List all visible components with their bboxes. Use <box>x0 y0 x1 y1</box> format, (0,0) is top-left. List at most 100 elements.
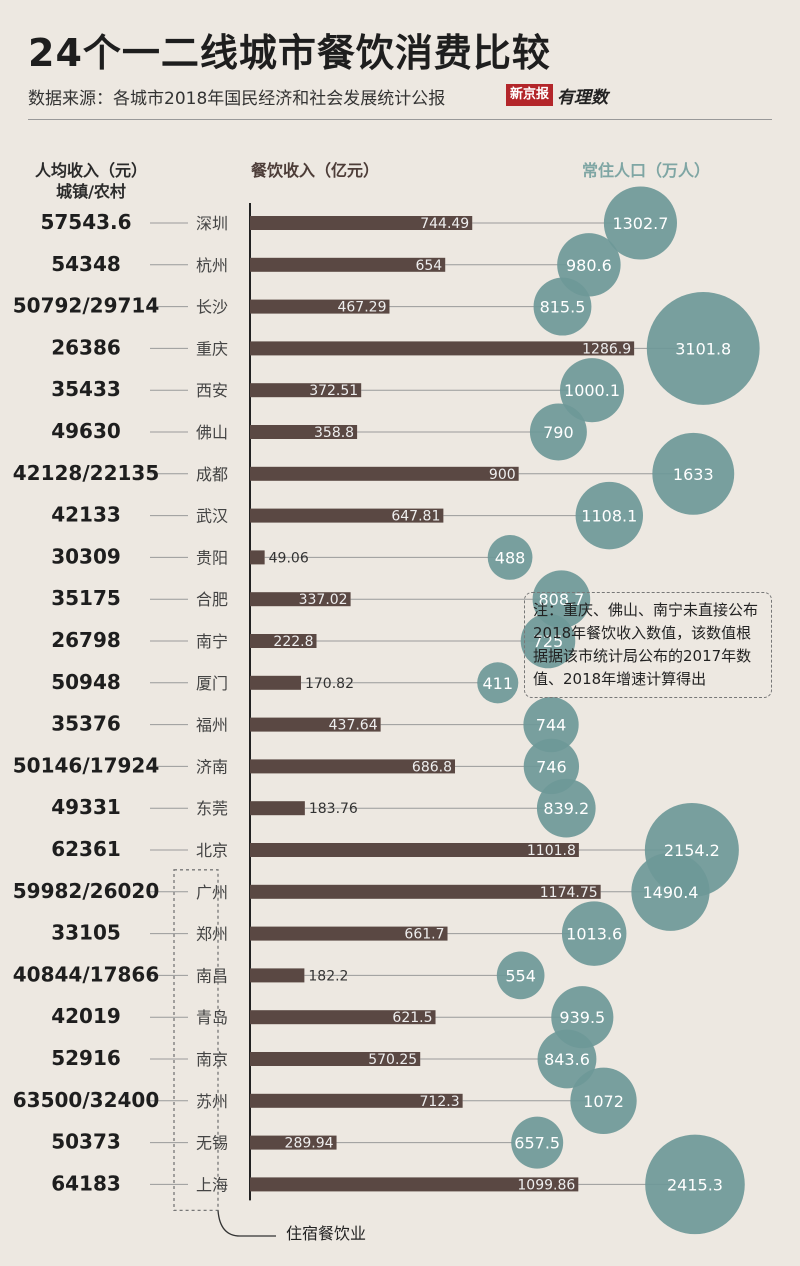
revenue-bar <box>250 425 358 439</box>
city-label: 深圳 <box>196 214 228 233</box>
revenue-bar <box>250 216 473 230</box>
income-label: 50792/29714 <box>13 294 159 318</box>
city-label: 南昌 <box>196 966 228 985</box>
population-value-label: 839.2 <box>543 799 589 818</box>
revenue-value-label: 686.8 <box>412 759 452 775</box>
population-bubble <box>477 662 519 704</box>
income-label: 26386 <box>51 335 121 359</box>
brand-column-name: 有理数 <box>557 87 609 108</box>
revenue-value-label: 654 <box>415 258 442 274</box>
revenue-bar <box>250 759 456 774</box>
brand-logo: 新京报 有理数 <box>506 82 608 108</box>
revenue-bar <box>250 634 317 648</box>
income-label: 62361 <box>51 837 121 861</box>
population-value-label: 3101.8 <box>675 339 731 358</box>
revenue-value-label: 1101.8 <box>527 843 576 859</box>
income-label: 59982/26020 <box>13 879 159 903</box>
population-value-label: 725 <box>533 632 564 651</box>
revenue-bar <box>250 1093 463 1108</box>
population-value-label: 746 <box>536 757 567 776</box>
population-bubble <box>487 535 533 580</box>
revenue-bar <box>250 1177 579 1192</box>
income-label: 50146/17924 <box>13 753 159 777</box>
city-label: 杭州 <box>196 256 228 275</box>
population-value-label: 843.6 <box>544 1050 590 1069</box>
income-header-line1: 人均收入（元） <box>34 161 147 180</box>
population-value-label: 554 <box>505 966 536 985</box>
population-value-label: 2415.3 <box>667 1175 723 1194</box>
income-label: 57543.6 <box>40 210 131 234</box>
city-label: 贵阳 <box>196 548 228 567</box>
revenue-bar <box>250 675 301 690</box>
brand-paper-name: 新京报 <box>506 84 554 106</box>
revenue-value-label: 289.94 <box>285 1136 334 1152</box>
population-bubble <box>529 403 587 461</box>
income-label: 35376 <box>51 712 121 736</box>
population-value-label: 1302.7 <box>612 214 668 233</box>
row-labels: 57543.6 深圳 744.49 1302.7 54348 杭州 654 980.6 5079… <box>13 210 731 1195</box>
city-label: 上海 <box>196 1175 228 1194</box>
revenue-bar <box>250 801 305 816</box>
revenue-value-label: 712.3 <box>420 1094 460 1110</box>
population-bubble <box>646 291 760 405</box>
city-label: 北京 <box>196 841 228 860</box>
revenue-bar <box>250 884 601 899</box>
city-label: 重庆 <box>196 339 228 358</box>
income-label: 35175 <box>51 586 121 610</box>
revenue-value-label: 182.2 <box>308 968 348 984</box>
revenue-bar <box>250 843 579 857</box>
population-bubble <box>652 432 735 515</box>
revenue-value-label: 337.02 <box>299 592 348 608</box>
population-value-label: 744 <box>536 716 567 735</box>
city-label: 苏州 <box>196 1092 228 1111</box>
population-bubble <box>631 852 710 931</box>
group-bracket-box <box>173 869 219 1212</box>
city-label: 南京 <box>196 1050 228 1069</box>
city-label: 东莞 <box>196 799 228 818</box>
population-bubble <box>523 696 579 753</box>
city-label: 青岛 <box>196 1008 228 1027</box>
population-bubble <box>575 481 644 550</box>
population-value-label: 1013.6 <box>566 925 622 944</box>
population-bubble <box>570 1067 637 1134</box>
income-label: 42019 <box>51 1004 121 1028</box>
bracket-label: 住宿餐饮业 <box>286 1224 367 1243</box>
income-label: 35433 <box>51 377 121 401</box>
header-divider <box>28 119 772 120</box>
income-label: 63500/32400 <box>13 1088 159 1112</box>
revenue-bar <box>250 968 305 983</box>
revenue-value-label: 1174.75 <box>540 885 598 901</box>
revenue-bar <box>250 592 351 607</box>
revenue-bar <box>250 550 265 565</box>
income-label: 49630 <box>51 419 121 443</box>
revenue-value-label: 222.8 <box>273 634 313 650</box>
population-bubble <box>603 186 677 260</box>
population-value-label: 1633 <box>673 465 714 484</box>
city-label: 佛山 <box>196 423 228 442</box>
revenue-value-label: 647.81 <box>391 509 440 525</box>
population-value-label: 790 <box>543 423 574 442</box>
population-value-label: 2154.2 <box>664 841 720 860</box>
revenue-value-label: 467.29 <box>337 300 386 316</box>
income-label: 49331 <box>51 795 121 819</box>
data-source: 数据来源：各城市2018年国民经济和社会发展统计公报 <box>28 89 446 109</box>
revenue-value-label: 358.8 <box>314 425 354 441</box>
revenue-value-label: 744.49 <box>420 216 469 232</box>
population-bubble <box>645 1134 745 1235</box>
revenue-value-label: 372.51 <box>309 383 358 399</box>
income-label: 26798 <box>51 628 121 652</box>
population-value-label: 488 <box>495 548 526 567</box>
population-value-label: 939.5 <box>559 1008 605 1027</box>
city-label: 成都 <box>196 465 228 484</box>
population-bubbles <box>477 186 760 1235</box>
revenue-value-label: 49.06 <box>269 550 309 566</box>
revenue-value-label: 661.7 <box>404 927 444 943</box>
income-label: 64183 <box>51 1171 121 1195</box>
city-label: 济南 <box>196 757 228 776</box>
population-bubble <box>533 277 592 336</box>
revenue-value-label: 437.64 <box>329 718 378 734</box>
revenue-value-label: 183.76 <box>309 801 358 817</box>
population-value-label: 808.7 <box>538 590 584 609</box>
revenue-bar <box>250 383 362 398</box>
revenue-bar <box>250 341 635 356</box>
